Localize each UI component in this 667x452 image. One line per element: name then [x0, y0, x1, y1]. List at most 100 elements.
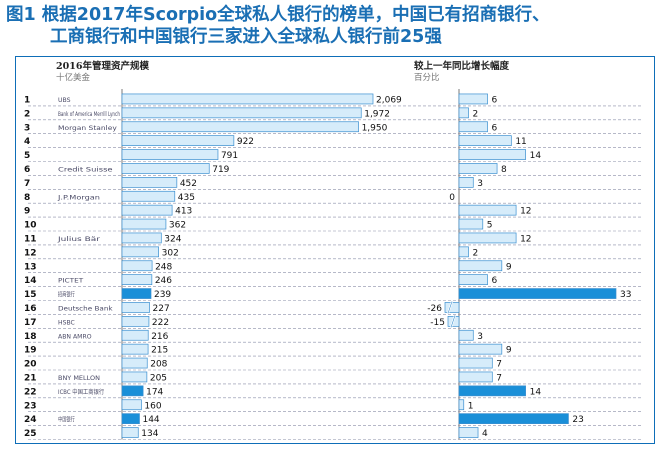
growth-bar [458, 149, 526, 160]
aum-value-label: 239 [154, 290, 171, 300]
aum-unit: 十亿美金 [56, 72, 91, 83]
bank-logo: 招商银行 [58, 291, 75, 299]
aum-bar [121, 260, 153, 272]
growth-value-label: 6 [492, 123, 498, 133]
rank-label: 18 [24, 332, 37, 342]
chart-row-20: 20 208 7 [24, 357, 502, 370]
growth-value-label: 12 [520, 234, 531, 244]
ranking-chart: 2016年管理资产规模 十亿美金 较上一年同比增长幅度 百分比 1 UBS 2,06… [24, 60, 642, 440]
aum-bar [121, 218, 167, 230]
aum-value-label: 435 [178, 193, 195, 203]
chart-row-18: 18 ABN AMRO 216 3 [24, 329, 483, 342]
aum-bar [121, 93, 374, 105]
aum-value-label: 208 [150, 360, 167, 370]
aum-bar [121, 204, 173, 216]
aum-value-label: 134 [141, 429, 158, 439]
chart-row-16: 16 Deutsche Bank 227 -26 [24, 301, 460, 314]
bank-logo: Morgan Stanley [58, 125, 117, 132]
growth-bar [458, 288, 617, 299]
growth-bar [458, 371, 493, 383]
chart-row-14: 14 PICTET 246 6 [24, 274, 498, 286]
aum-bar [121, 190, 176, 202]
rank-label: 1 [24, 95, 30, 105]
growth-value-label: 9 [506, 346, 512, 356]
rank-label: 23 [24, 401, 37, 411]
growth-value-label: 0 [449, 193, 455, 203]
chart-row-15: 15 招商银行 239 33 [24, 288, 631, 300]
growth-bar [458, 232, 517, 244]
chart-row-17: 17 HSBC 222 -15 [24, 315, 460, 328]
growth-value-label: 7 [496, 373, 502, 383]
growth-bar [458, 329, 474, 341]
growth-bar [458, 176, 474, 188]
rank-label: 2 [24, 109, 30, 119]
aum-value-label: 144 [142, 415, 159, 425]
rank-label: 7 [24, 179, 30, 189]
aum-header: 2016年管理资产规模 [56, 60, 149, 72]
aum-value-label: 719 [212, 165, 229, 175]
rank-label: 16 [24, 304, 37, 314]
rank-label: 17 [24, 318, 37, 328]
axis-break-edge [450, 315, 456, 328]
aum-value-label: 205 [150, 373, 167, 383]
chart-row-3: 3 Morgan Stanley 1,950 6 [24, 121, 498, 133]
growth-bar [458, 93, 488, 105]
bank-logo: 中国银行 [58, 416, 75, 424]
chart-row-13: 13 248 9 [24, 260, 512, 272]
bank-logo: BNY MELLON [58, 375, 100, 382]
growth-value-label: 6 [492, 276, 498, 286]
chart-row-9: 9 413 12 [24, 204, 532, 217]
axis-break-edge [447, 301, 453, 314]
rank-label: 15 [24, 290, 37, 300]
rank-label: 21 [24, 373, 37, 383]
chart-row-1: 1 UBS 2,069 6 [24, 93, 498, 105]
rank-label: 6 [24, 165, 30, 175]
aum-value-label: 2,069 [376, 95, 402, 105]
chart-row-12: 12 302 2 [24, 246, 479, 258]
chart-row-11: 11 Julius Bär 324 12 [24, 232, 532, 244]
growth-value-label: 12 [520, 207, 531, 217]
growth-value-label: 14 [530, 387, 542, 397]
aum-bar [121, 343, 149, 355]
aum-value-label: 174 [146, 387, 163, 397]
aum-bar [121, 163, 210, 174]
aum-bar [121, 149, 219, 160]
growth-unit: 百分比 [414, 72, 440, 83]
bank-logo: PICTET [58, 278, 84, 285]
growth-value-label: 8 [501, 165, 507, 175]
bank-logo: ICBC 中国工商银行 [58, 388, 104, 396]
bank-logo: Bank of America Merrill Lynch [58, 111, 120, 118]
rank-label: 19 [24, 346, 37, 356]
chart-frame: 2016年管理资产规模 十亿美金 较上一年同比增长幅度 百分比 1 UBS 2,06… [15, 56, 655, 444]
rank-label: 12 [24, 248, 37, 258]
aum-value-label: 1,950 [362, 123, 388, 133]
growth-bar [458, 413, 569, 424]
growth-value-label: 5 [487, 221, 493, 231]
aum-bar [121, 329, 149, 341]
bank-logo: HSBC [58, 319, 75, 326]
aum-bar [121, 135, 235, 147]
figure-title-line2: 工商银行和中国银行三家进入全球私人银行前25强 [50, 27, 442, 47]
aum-value-label: 791 [221, 151, 238, 161]
growth-value-label: 4 [482, 429, 488, 439]
aum-bar [121, 121, 359, 133]
aum-value-label: 1,972 [364, 109, 390, 119]
growth-bar [458, 246, 469, 258]
aum-bar [121, 413, 140, 424]
growth-value-label: 3 [477, 332, 483, 342]
rank-label: 25 [24, 429, 37, 439]
bank-logo: Deutsche Bank [58, 305, 113, 312]
rank-label: 11 [24, 234, 37, 244]
figure-title-line1: 图1 根据2017年Scorpio全球私人银行的榜单，中国已有招商银行、 [6, 4, 662, 26]
growth-value-label: 7 [496, 360, 502, 370]
chart-rows: 1 UBS 2,069 6 2 Bank of America Merrill Lynch… [24, 93, 631, 439]
chart-row-2: 2 Bank of America Merrill Lynch 1,972 2 [24, 107, 478, 119]
growth-header: 较上一年同比增长幅度 [414, 60, 510, 72]
rank-label: 9 [24, 207, 30, 217]
growth-value-label: 11 [515, 137, 526, 147]
rank-label: 24 [24, 415, 37, 425]
chart-row-8: 8 J.P.Morgan 435 0 [24, 190, 455, 203]
chart-row-25: 25 134 4 [24, 427, 488, 439]
growth-value-label: 2 [473, 248, 479, 258]
figure-title-text1: 根据2017年Scorpio全球私人银行的榜单，中国已有招商银行、 [41, 5, 550, 25]
